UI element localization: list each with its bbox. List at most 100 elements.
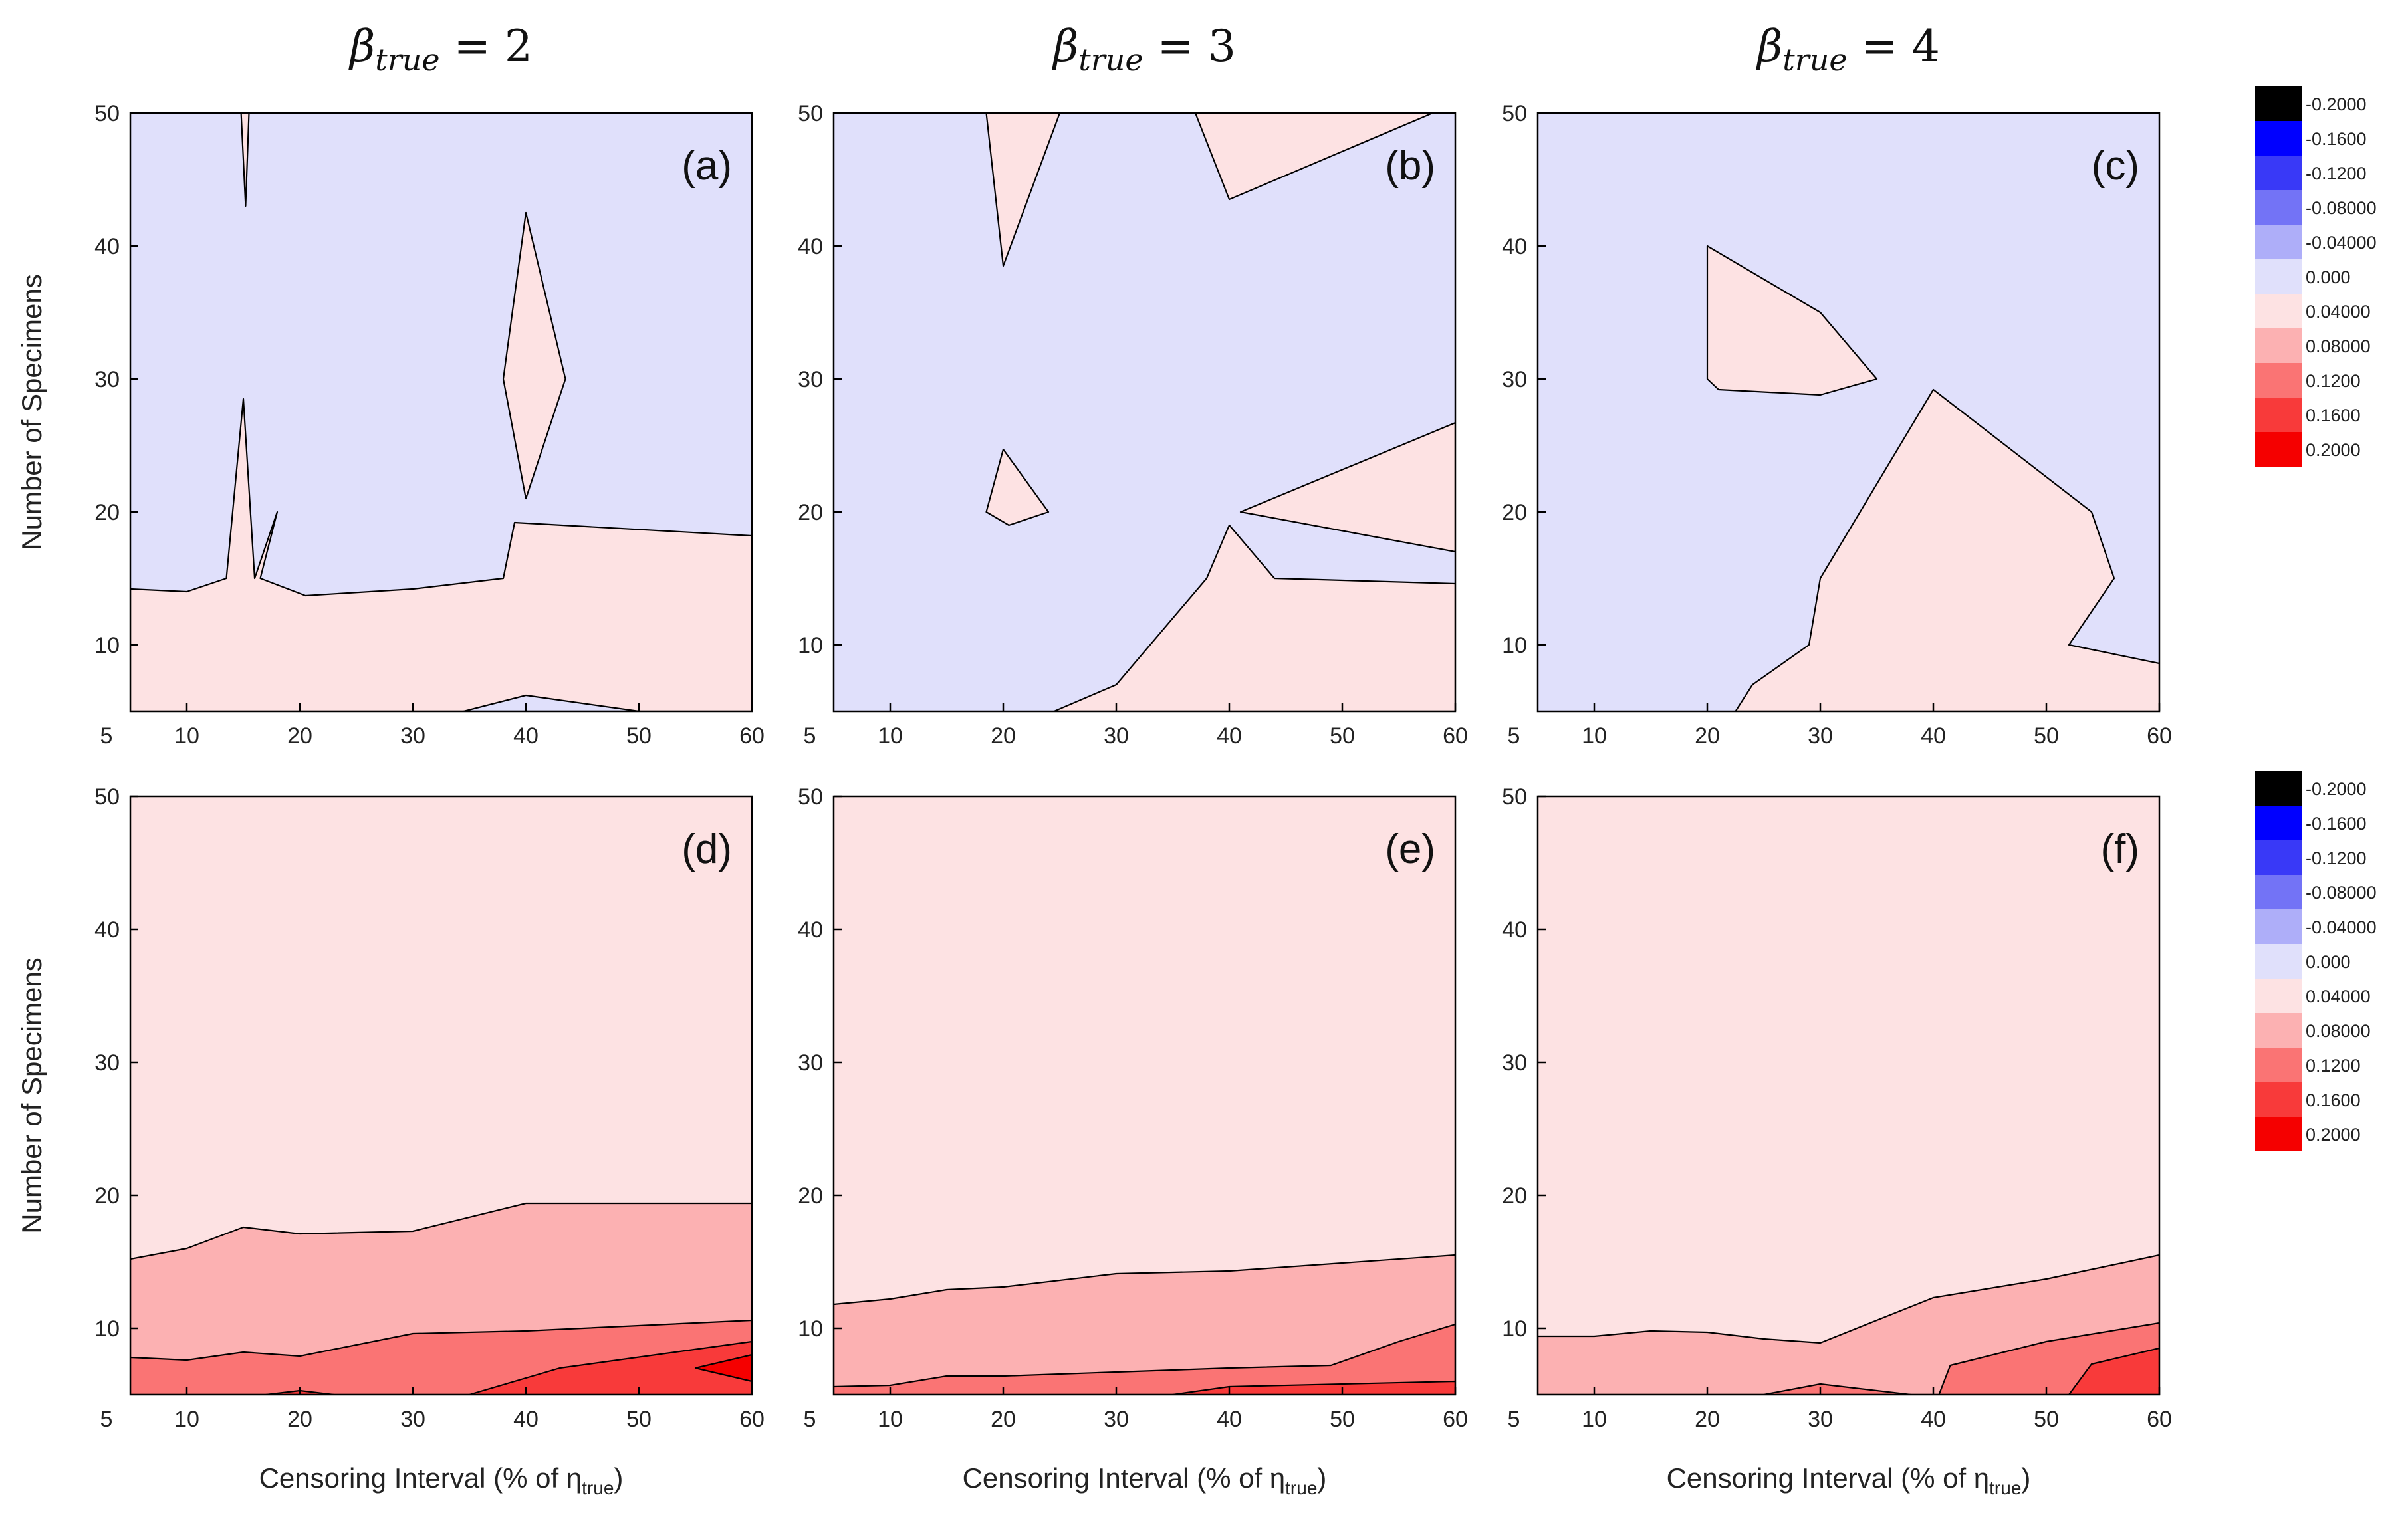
colorbar-swatch [2255, 840, 2302, 875]
panel-d: 10 20 30 40 50 60 10 20 30 40 50 5 (d) [94, 784, 765, 1432]
panel-label: (d) [681, 826, 732, 872]
colorbar-swatch [2255, 909, 2302, 944]
colorbar-label: -0.08000 [2306, 198, 2377, 218]
colorbar-swatch [2255, 944, 2302, 979]
x-tick-label: 20 [991, 723, 1016, 749]
colorbar-swatch [2255, 190, 2302, 225]
y-tick-label: 50 [1502, 101, 1527, 126]
colorbar-label: -0.04000 [2306, 917, 2377, 937]
y-tick-label: 50 [94, 784, 120, 810]
x-tick-label: 50 [2034, 1407, 2059, 1432]
x-tick-label: 20 [287, 1407, 312, 1432]
contour-region [1706, 245, 1878, 396]
colorbar-label: -0.2000 [2306, 779, 2367, 799]
colorbar-label: 0.2000 [2306, 440, 2361, 460]
y-tick-label: 40 [94, 917, 120, 943]
contour-region [1735, 388, 2159, 711]
colorbar-label: -0.1600 [2306, 129, 2367, 149]
column-title: βtrue = 3 [1051, 21, 1236, 78]
x-tick-label: 10 [878, 723, 903, 749]
x-tick-label: 10 [174, 723, 199, 749]
y-tick-label: 10 [1502, 633, 1527, 658]
panel-frame [1536, 795, 2161, 1396]
y-tick-label: 10 [798, 1316, 823, 1342]
panel-label: (c) [2092, 143, 2139, 189]
colorbar-swatch [2255, 1082, 2302, 1117]
y-axis-title: Number of Specimens [16, 274, 47, 550]
panel-label: (f) [2100, 826, 2139, 872]
colorbar-swatch [2255, 225, 2302, 259]
x-tick-label: 50 [1330, 723, 1355, 749]
y-tick-label: 50 [94, 101, 120, 126]
colorbar-label: 0.1600 [2306, 406, 2361, 425]
x-tick-label: 50 [2034, 723, 2059, 749]
panel-frame [832, 795, 1457, 1396]
panel-frame [1536, 112, 2161, 713]
x-tick-label: 40 [1921, 1407, 1946, 1432]
contour-region [985, 113, 1061, 267]
contour-region [468, 1340, 752, 1395]
y-tick-label: 40 [798, 234, 823, 259]
x-tick-label: 60 [2147, 1407, 2172, 1432]
x-tick-label: 50 [626, 723, 652, 749]
contour-region [834, 1323, 1455, 1395]
contour-region [1762, 1383, 1912, 1395]
colorbar-label: 0.08000 [2306, 336, 2371, 356]
colorbar-label: 0.1200 [2306, 371, 2361, 391]
colorbar-swatch [2255, 432, 2302, 467]
x-axis-title: Censoring Interval (% of ηtrue) [963, 1463, 1327, 1498]
panel-frame [832, 112, 1457, 713]
colorbar-swatch [2255, 259, 2302, 294]
column-title: βtrue = 4 [1755, 21, 1940, 78]
panel-label: (a) [681, 143, 732, 189]
y-tick-label: 30 [798, 367, 823, 392]
contour-region [502, 211, 566, 500]
colorbar-1: -0.2000 -0.1600 -0.1200 -0.08000 -0.04000 0.0… [2255, 86, 2377, 467]
y-tick-label: 10 [798, 633, 823, 658]
y-tick-label: 30 [94, 1050, 120, 1076]
colorbar-swatch [2255, 875, 2302, 909]
colorbars: -0.2000 -0.1600 -0.1200 -0.08000 -0.04000 0.0… [2255, 86, 2377, 1151]
x-tick-label: 40 [1217, 1407, 1242, 1432]
colorbar-swatch [2255, 121, 2302, 156]
colorbar-label: -0.1600 [2306, 814, 2367, 834]
x-tick-label: 50 [1330, 1407, 1355, 1432]
y-tick-label: 40 [1502, 234, 1527, 259]
y-tick-label: 10 [94, 633, 120, 658]
y-axis-titles: Number of Specimens Number of Specimens [16, 274, 47, 1234]
x-axis-title: Censoring Interval (% of ηtrue) [1667, 1463, 2031, 1498]
contour-region [463, 694, 640, 711]
x-tick-label: 10 [1582, 1407, 1607, 1432]
x-tick-label: 30 [1808, 723, 1833, 749]
colorbar-label: 0.04000 [2306, 302, 2371, 322]
contour-region [834, 1254, 1455, 1395]
origin-label: 5 [100, 1407, 113, 1432]
panel-a: 10 20 30 40 50 60 10 20 30 40 50 5 (a) [94, 101, 765, 749]
x-tick-label: 60 [1443, 1407, 1468, 1432]
panel-e: 10 20 30 40 50 60 10 20 30 40 50 5 (e) [798, 784, 1468, 1432]
colorbar-label: -0.1200 [2306, 848, 2367, 868]
colorbar-label: -0.08000 [2306, 883, 2377, 903]
colorbar-label: 0.2000 [2306, 1125, 2361, 1145]
y-tick-label: 40 [798, 917, 823, 943]
origin-label: 5 [804, 1407, 816, 1432]
colorbar-swatch [2255, 328, 2302, 363]
x-tick-label: 40 [1921, 723, 1946, 749]
contour-region [130, 398, 752, 711]
origin-label: 5 [1508, 1407, 1520, 1432]
colorbar-swatch [2255, 363, 2302, 398]
y-tick-label: 20 [94, 1183, 120, 1209]
x-tick-label: 30 [400, 723, 425, 749]
colorbar-label: 0.1600 [2306, 1090, 2361, 1110]
contour-region [985, 448, 1050, 527]
contour-region [240, 113, 250, 207]
x-tick-label: 30 [400, 1407, 425, 1432]
colorbar-swatch [2255, 979, 2302, 1013]
origin-label: 5 [1508, 723, 1520, 749]
y-tick-label: 20 [798, 1183, 823, 1209]
colorbar-swatch [2255, 1048, 2302, 1082]
colorbar-swatch [2255, 806, 2302, 840]
x-tick-label: 10 [878, 1407, 903, 1432]
y-tick-label: 30 [1502, 1050, 1527, 1076]
